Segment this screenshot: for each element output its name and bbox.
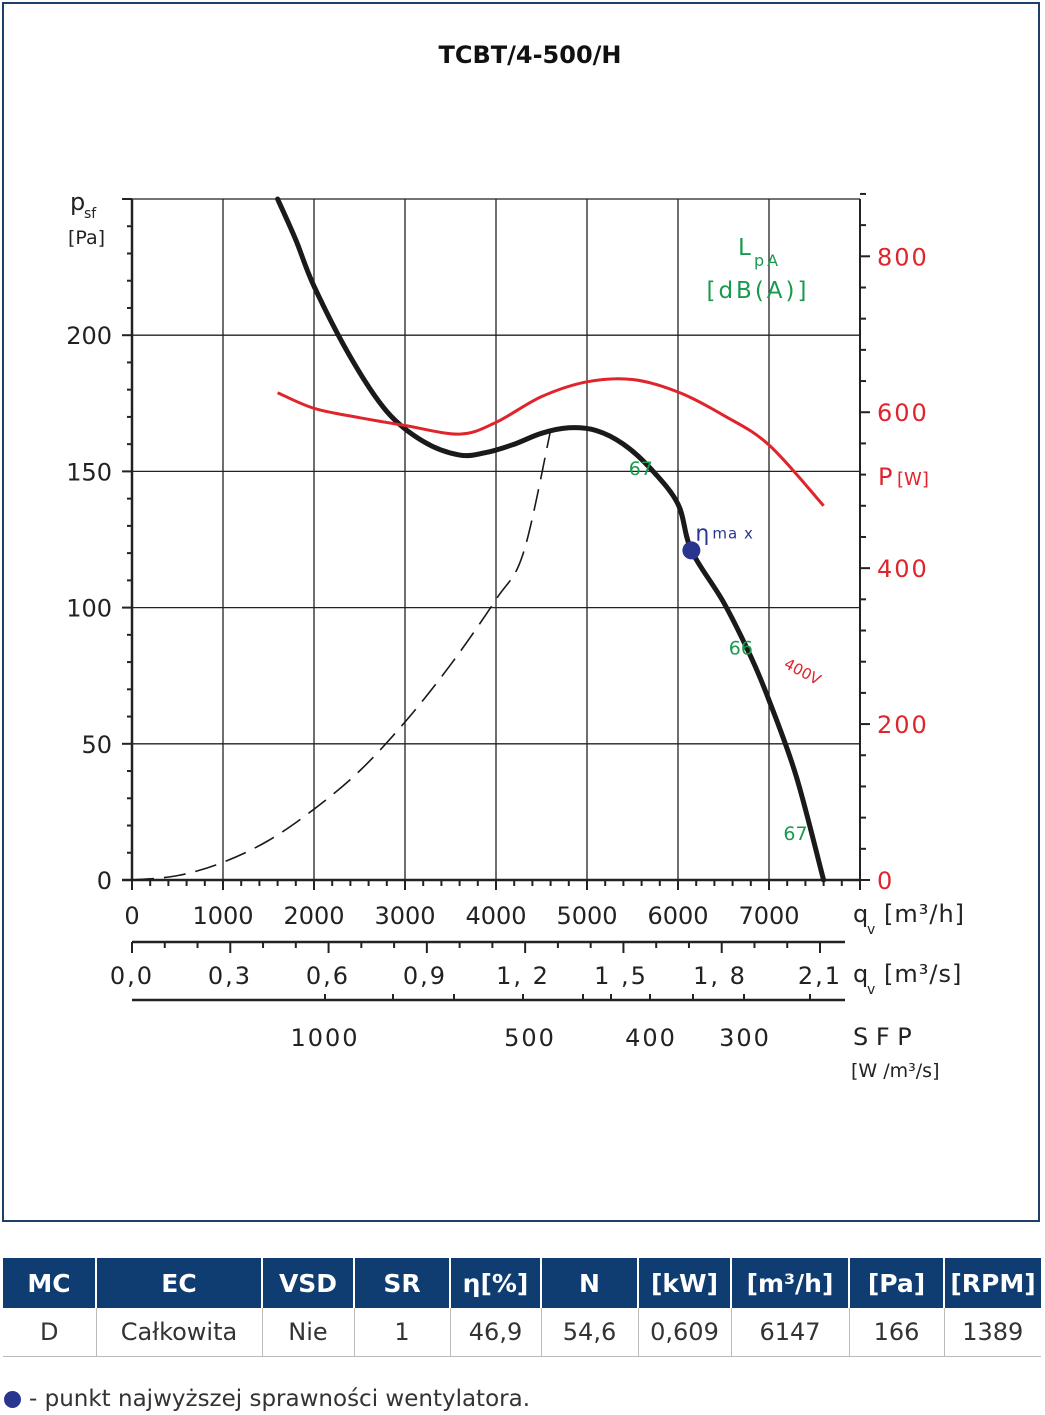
y-axis-label-sub: sf (84, 206, 97, 222)
lpa-label: L (738, 235, 751, 261)
y-tick-label: 0 (97, 867, 112, 895)
sfp-tick-label: 400 (625, 1024, 677, 1052)
spec-table-header-cell: [kW] (638, 1258, 732, 1308)
eta-max-dot-icon (4, 1390, 21, 1408)
lpa-marker-label: 67 (783, 823, 807, 845)
axes (122, 192, 870, 1002)
footnote-text: - punkt najwyższej sprawności wentylator… (29, 1386, 531, 1412)
power-axis-unit: [W] (897, 469, 929, 490)
spec-table-cell: 46,9 (450, 1308, 542, 1357)
x-axis-secondary-label: q (853, 960, 868, 988)
power-tick-label: 600 (877, 399, 929, 427)
spec-table-cell: D (3, 1308, 97, 1357)
spec-table-header-cell: EC (96, 1258, 263, 1308)
power-tick-label: 200 (877, 711, 929, 739)
x-tick-label: 1000 (192, 902, 253, 930)
spec-table-cell: 1389 (944, 1308, 1041, 1357)
x-tick-label: 7000 (738, 902, 799, 930)
lpa-marker-label: 66 (729, 638, 753, 660)
footnote: - punkt najwyższej sprawności wentylator… (4, 1386, 530, 1412)
spec-table-cell: 166 (849, 1308, 945, 1357)
x-tick-label: 5000 (556, 902, 617, 930)
spec-table-cell: 54,6 (541, 1308, 639, 1357)
series-layer (131, 196, 827, 883)
lpa-unit: [dB(A)] (706, 278, 809, 304)
markers-layer: 400V 67 66 67 η ma x (629, 458, 825, 845)
spec-table-header: MC EC VSD SR η[%] N [kW] [m³/h] [Pa] [RPM] (3, 1258, 1041, 1308)
x-secondary-tick-label: 2,1 (798, 962, 842, 990)
chart-frame (2, 2, 1040, 1222)
pressure-curve-line (275, 196, 827, 883)
x-secondary-tick-label: 1, 8 (693, 962, 747, 990)
spec-table-cell: 1 (354, 1308, 451, 1357)
spec-table-header-cell: [Pa] (849, 1258, 945, 1308)
x-secondary-tick-label: 0,3 (208, 962, 252, 990)
y-axis-unit: [Pa] (68, 227, 105, 249)
x-secondary-tick-label: 0,0 (110, 962, 154, 990)
system-curve-line (131, 430, 552, 881)
eta-max-label-sup: ma x (712, 524, 753, 542)
eta-max-point (682, 541, 701, 560)
x-tick-label: 0 (124, 902, 139, 930)
y-tick-label: 200 (66, 322, 112, 350)
x-secondary-tick-label: 0,9 (403, 962, 447, 990)
lpa-label-sub: pA (754, 251, 781, 270)
spec-table-header-cell: N (541, 1258, 639, 1308)
lpa-marker-label: 67 (629, 458, 653, 480)
sfp-tick-label: 500 (504, 1024, 556, 1052)
x-axis-secondary-unit: [m³/s] (884, 960, 962, 988)
sfp-axis-label: S F P (853, 1023, 912, 1051)
spec-table-row: D Całkowita Nie 1 46,9 54,6 0,609 6147 166 1389 (3, 1308, 1041, 1357)
spec-table-header-cell: MC (3, 1258, 97, 1308)
x-axis-primary-label: q (853, 900, 868, 928)
power-tick-label: 400 (877, 555, 929, 583)
x-axis-primary-sub: v (867, 922, 875, 938)
power-curve-label: 400V (781, 655, 824, 689)
y-tick-label: 50 (81, 731, 112, 759)
x-axis-secondary-sub: v (867, 982, 875, 998)
sfp-tick-label: 1000 (290, 1024, 359, 1052)
chart-title: TCBT/4-500/H (438, 41, 621, 69)
x-secondary-tick-label: 1 ,5 (594, 962, 648, 990)
y-axis-label: p (70, 188, 85, 216)
y-tick-label: 100 (66, 595, 112, 623)
x-secondary-tick-label: 1, 2 (496, 962, 550, 990)
x-tick-label: 2000 (283, 902, 344, 930)
spec-table-cell: Nie (262, 1308, 355, 1357)
x-axis-primary-unit: [m³/h] (884, 900, 965, 928)
spec-table-cell: 0,609 (638, 1308, 732, 1357)
spec-table-header-cell: SR (354, 1258, 451, 1308)
spec-table-header-cell: η[%] (450, 1258, 542, 1308)
sfp-axis-unit: [W /m³/s] (851, 1060, 939, 1082)
spec-table-header-cell: VSD (262, 1258, 355, 1308)
x-tick-label: 3000 (374, 902, 435, 930)
spec-table-header-cell: [RPM] (944, 1258, 1041, 1308)
eta-max-label: η (695, 521, 709, 546)
power-tick-label: 0 (877, 867, 894, 895)
grid-lines (132, 199, 860, 880)
y-tick-label: 150 (66, 458, 112, 486)
power-axis-label: P (878, 463, 892, 491)
power-curve-line (276, 377, 825, 507)
spec-table-cell: 6147 (731, 1308, 850, 1357)
x-tick-label: 4000 (465, 902, 526, 930)
spec-table: MC EC VSD SR η[%] N [kW] [m³/h] [Pa] [RPM] D Całko… (3, 1258, 1041, 1357)
x-tick-label: 6000 (647, 902, 708, 930)
power-tick-label: 800 (877, 243, 929, 271)
spec-table-cell: Całkowita (96, 1308, 263, 1357)
sfp-tick-label: 300 (719, 1024, 771, 1052)
x-secondary-tick-label: 0,6 (306, 962, 350, 990)
spec-table-header-cell: [m³/h] (731, 1258, 850, 1308)
